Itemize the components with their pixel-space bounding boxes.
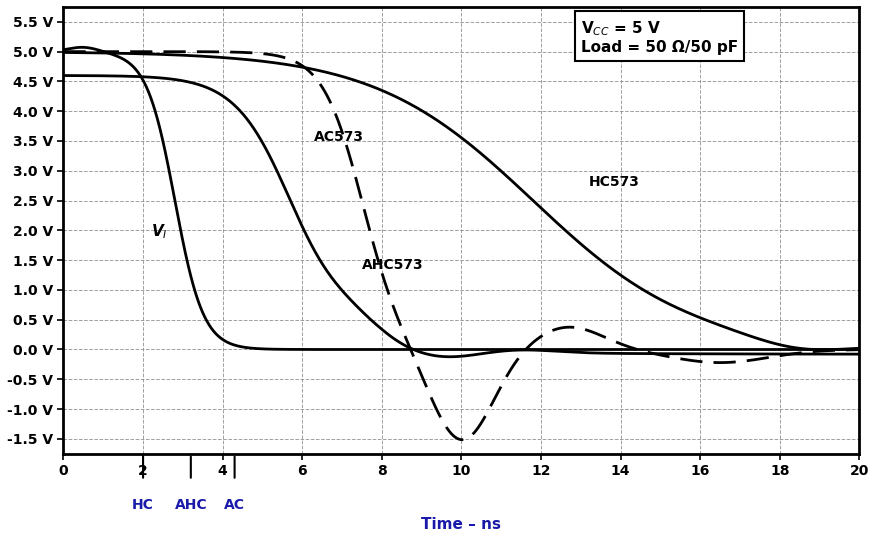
- Text: AC573: AC573: [314, 130, 364, 144]
- X-axis label: Time – ns: Time – ns: [421, 517, 501, 532]
- Text: AHC: AHC: [174, 499, 207, 513]
- Text: HC: HC: [132, 499, 154, 513]
- Text: V$_I$: V$_I$: [151, 222, 168, 241]
- Text: AHC573: AHC573: [362, 258, 424, 272]
- Text: AC: AC: [224, 499, 245, 513]
- Text: HC573: HC573: [589, 175, 639, 189]
- Text: V$_{CC}$ = 5 V
Load = 50 Ω/50 pF: V$_{CC}$ = 5 V Load = 50 Ω/50 pF: [581, 19, 738, 55]
